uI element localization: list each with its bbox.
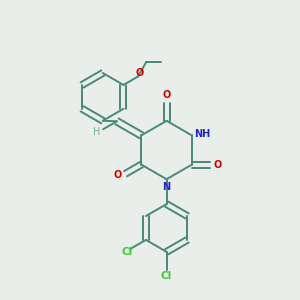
Text: N: N: [163, 182, 171, 193]
Text: O: O: [163, 90, 171, 100]
Text: O: O: [213, 160, 221, 170]
Text: Cl: Cl: [161, 271, 172, 281]
Text: O: O: [135, 68, 144, 78]
Text: Cl: Cl: [122, 247, 133, 257]
Text: H: H: [93, 127, 101, 137]
Text: NH: NH: [194, 129, 210, 139]
Text: O: O: [113, 170, 121, 180]
